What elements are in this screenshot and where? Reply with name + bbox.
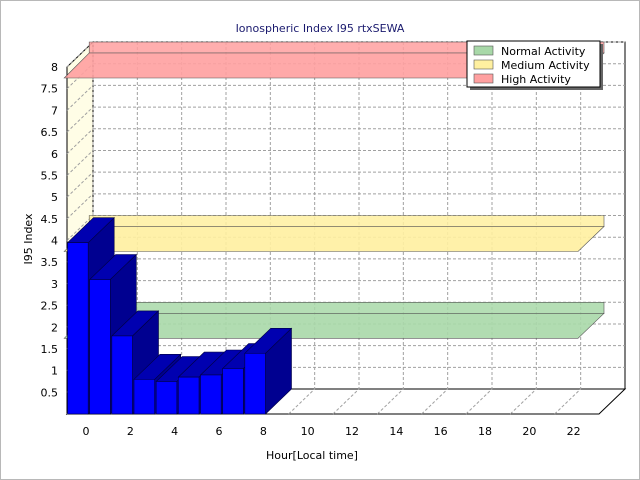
grid-line-y-side <box>66 215 94 241</box>
legend-swatch <box>473 59 494 70</box>
y-tick-label: 0.5 <box>41 386 59 399</box>
x-tick-label: 14 <box>389 425 403 438</box>
grid-line-x-floor <box>465 388 493 415</box>
x-tick-label: 20 <box>522 425 536 438</box>
x-tick-label: 22 <box>567 425 581 438</box>
legend-label: Normal Activity <box>501 45 586 58</box>
grid-line-y-side <box>66 150 94 176</box>
y-tick-label: 2.5 <box>41 300 59 313</box>
grid-line-y-side <box>66 106 94 133</box>
grid-line-y-side <box>66 41 94 68</box>
bar <box>67 242 89 415</box>
legend-label: High Activity <box>501 73 571 86</box>
bar <box>89 279 111 415</box>
bar <box>133 378 155 415</box>
grid-line-x-floor <box>554 388 582 415</box>
y-tick-label: 3.5 <box>41 256 59 269</box>
grid-line-y-side <box>66 171 94 198</box>
bar <box>155 381 178 415</box>
activity-band-top <box>88 215 605 227</box>
grid-line-x-floor <box>288 388 316 415</box>
y-tick-label: 7.5 <box>41 83 59 96</box>
grid-line-y-side <box>66 128 94 155</box>
x-tick-label: 8 <box>260 425 267 438</box>
x-tick-label: 6 <box>216 425 223 438</box>
grid-line-x-floor <box>332 388 360 415</box>
x-tick-label: 2 <box>127 425 134 438</box>
y-axis-title: I95 Index <box>22 213 35 265</box>
grid-line-x-floor <box>376 388 404 415</box>
x-axis-title: Hour[Local time] <box>266 449 358 462</box>
legend-swatch <box>473 45 494 56</box>
activity-bands <box>63 41 605 339</box>
grid-line-x-floor <box>421 388 449 415</box>
grid-line-y-side <box>66 85 94 111</box>
y-tick-label: 6 <box>51 148 58 161</box>
x-tick-label: 18 <box>478 425 492 438</box>
grid-line-y-side <box>66 193 94 220</box>
x-axis-ticks: 0 2 4 6 8 10 12 14 16 18 20 22 <box>83 425 581 438</box>
bar <box>111 335 133 415</box>
bar <box>200 374 222 415</box>
bar <box>244 352 266 415</box>
y-tick-label: 6.5 <box>41 126 59 139</box>
y-tick-label: 5.5 <box>41 169 59 182</box>
y-tick-label: 3 <box>51 278 58 291</box>
bar <box>178 376 200 415</box>
y-tick-label: 1 <box>51 365 58 378</box>
activity-band-top <box>88 301 605 314</box>
y-axis-ticks: 0.5 1 1.5 2 2.5 3 3.5 4 4.5 5 5.5 6 6.5 7 7.5 8 <box>41 61 59 399</box>
x-tick-label: 10 <box>301 425 315 438</box>
activity-band-front <box>63 226 605 252</box>
x-tick-label: 12 <box>345 425 359 438</box>
legend-label: Medium Activity <box>501 59 590 72</box>
y-tick-label: 4.5 <box>41 213 59 226</box>
y-tick-label: 5 <box>51 191 58 204</box>
grid-line-x-floor <box>509 388 537 415</box>
bar <box>222 368 244 415</box>
y-tick-label: 7 <box>51 104 58 117</box>
chart-title: Ionospheric Index I95 rtxSEWA <box>236 22 405 35</box>
legend-swatch <box>473 73 494 84</box>
y-tick-label: 4 <box>51 235 58 248</box>
x-tick-label: 0 <box>83 425 90 438</box>
x-tick-label: 4 <box>171 425 178 438</box>
y-tick-label: 1.5 <box>41 343 59 356</box>
y-tick-label: 2 <box>51 321 58 334</box>
bar-series <box>66 216 293 415</box>
x-tick-label: 16 <box>434 425 448 438</box>
y-tick-label: 8 <box>51 61 58 74</box>
